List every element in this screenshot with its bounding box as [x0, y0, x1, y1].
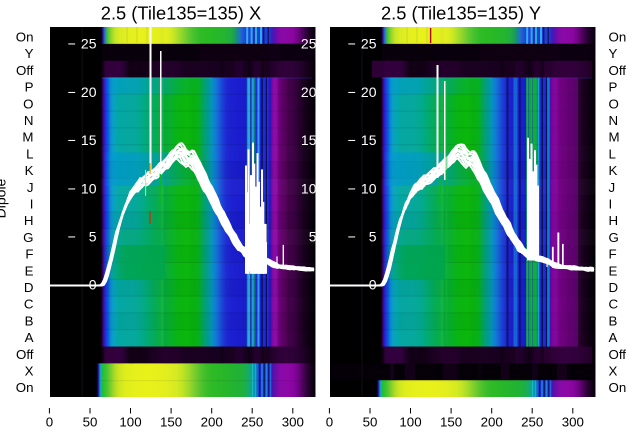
svg-text:−: − — [348, 84, 356, 100]
svg-text:0: 0 — [46, 415, 53, 430]
svg-text:5: 5 — [369, 229, 377, 245]
svg-text:Off: Off — [609, 63, 627, 78]
svg-text:M: M — [22, 130, 33, 145]
svg-text:On: On — [609, 380, 627, 395]
svg-text:5: 5 — [89, 229, 97, 245]
svg-text:15: 15 — [81, 132, 97, 148]
svg-text:25: 25 — [81, 36, 97, 52]
svg-text:10: 10 — [361, 180, 377, 196]
svg-text:H: H — [24, 213, 34, 228]
svg-text:−: − — [68, 36, 76, 52]
svg-text:M: M — [609, 130, 620, 145]
svg-text:L: L — [609, 146, 616, 161]
svg-text:5: 5 — [309, 229, 317, 245]
svg-text:J: J — [27, 180, 34, 195]
svg-text:−: − — [68, 84, 76, 100]
svg-text:E: E — [25, 263, 34, 278]
svg-text:L: L — [26, 146, 33, 161]
svg-text:2.5 (Tile135=135) X: 2.5 (Tile135=135) X — [101, 3, 261, 24]
svg-text:10: 10 — [81, 180, 97, 196]
svg-text:20: 20 — [301, 84, 317, 100]
svg-text:0: 0 — [89, 277, 97, 293]
svg-text:C: C — [609, 297, 619, 312]
svg-text:100: 100 — [399, 415, 421, 430]
svg-text:On: On — [609, 30, 627, 45]
svg-text:B: B — [25, 313, 34, 328]
svg-text:10: 10 — [301, 180, 317, 196]
svg-text:250: 250 — [241, 415, 263, 430]
svg-text:20: 20 — [81, 84, 97, 100]
svg-text:N: N — [24, 113, 34, 128]
svg-text:−: − — [68, 132, 76, 148]
svg-text:G: G — [23, 230, 33, 245]
svg-text:O: O — [609, 96, 619, 111]
svg-text:P: P — [25, 80, 34, 95]
svg-text:H: H — [609, 213, 619, 228]
svg-text:15: 15 — [361, 132, 377, 148]
svg-text:On: On — [16, 380, 34, 395]
svg-text:P: P — [609, 80, 618, 95]
svg-text:0: 0 — [369, 277, 377, 293]
svg-text:−: − — [68, 180, 76, 196]
svg-text:−: − — [348, 132, 356, 148]
svg-text:Y: Y — [25, 46, 34, 61]
svg-text:Off: Off — [609, 347, 627, 362]
svg-text:300: 300 — [562, 415, 584, 430]
svg-text:−: − — [348, 180, 356, 196]
svg-text:50: 50 — [363, 415, 378, 430]
svg-text:O: O — [23, 96, 33, 111]
svg-text:200: 200 — [481, 415, 503, 430]
svg-text:150: 150 — [440, 415, 462, 430]
svg-text:C: C — [24, 297, 34, 312]
svg-text:20: 20 — [361, 84, 377, 100]
svg-text:Off: Off — [16, 63, 34, 78]
svg-text:E: E — [609, 263, 618, 278]
svg-text:B: B — [609, 313, 618, 328]
svg-text:15: 15 — [301, 132, 317, 148]
svg-text:2.5 (Tile135=135) Y: 2.5 (Tile135=135) Y — [381, 3, 541, 24]
svg-text:0: 0 — [326, 415, 333, 430]
svg-text:X: X — [25, 364, 34, 379]
svg-text:200: 200 — [201, 415, 223, 430]
svg-text:Off: Off — [16, 347, 34, 362]
svg-text:25: 25 — [361, 36, 377, 52]
svg-text:N: N — [609, 113, 619, 128]
svg-text:Y: Y — [609, 46, 618, 61]
svg-text:D: D — [24, 280, 34, 295]
svg-text:On: On — [16, 30, 34, 45]
svg-text:150: 150 — [160, 415, 182, 430]
svg-text:250: 250 — [521, 415, 543, 430]
svg-text:50: 50 — [83, 415, 98, 430]
svg-text:−: − — [348, 36, 356, 52]
svg-text:A: A — [25, 330, 34, 345]
svg-text:100: 100 — [119, 415, 141, 430]
svg-text:−: − — [348, 229, 356, 245]
svg-text:Dipole: Dipole — [0, 178, 9, 218]
svg-text:F: F — [25, 247, 33, 262]
svg-text:−: − — [68, 229, 76, 245]
svg-text:X: X — [609, 364, 618, 379]
svg-text:D: D — [609, 280, 619, 295]
svg-text:K: K — [25, 163, 34, 178]
svg-text:F: F — [609, 247, 617, 262]
svg-text:I: I — [30, 197, 34, 212]
svg-text:A: A — [609, 330, 618, 345]
svg-text:K: K — [609, 163, 618, 178]
svg-text:I: I — [609, 197, 613, 212]
svg-text:25: 25 — [301, 36, 317, 52]
svg-text:J: J — [609, 180, 616, 195]
svg-text:300: 300 — [282, 415, 304, 430]
svg-text:G: G — [609, 230, 619, 245]
